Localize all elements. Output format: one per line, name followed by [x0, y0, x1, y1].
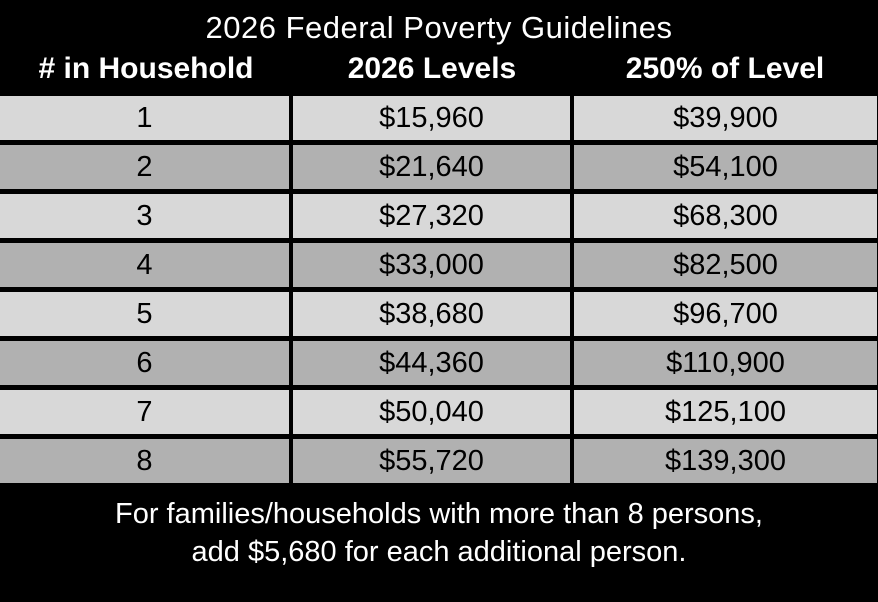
household-size-cell: 3	[0, 194, 289, 238]
table-row: 3 $27,320 $68,300	[0, 194, 878, 238]
level-cell: $38,680	[293, 292, 570, 336]
level-cell: $44,360	[293, 341, 570, 385]
household-size-cell: 1	[0, 96, 289, 140]
footnote-line-1: For families/households with more than 8…	[115, 498, 763, 530]
level-cell: $27,320	[293, 194, 570, 238]
table-footnote: For families/households with more than 8…	[0, 483, 878, 572]
column-header-250-percent: 250% of Level	[625, 52, 825, 85]
household-size-cell: 2	[0, 145, 289, 189]
level-cell: $50,040	[293, 390, 570, 434]
table-header-row: # in Household 2026 Levels 250% of Level	[0, 50, 878, 96]
household-size-cell: 8	[0, 439, 289, 483]
footnote-line-2: add $5,680 for each additional person.	[191, 536, 687, 569]
percent-level-cell: $139,300	[574, 439, 877, 483]
table-row: 4 $33,000 $82,500	[0, 243, 878, 287]
percent-level-cell: $110,900	[574, 341, 877, 385]
level-cell: $15,960	[293, 96, 570, 140]
percent-level-cell: $39,900	[574, 96, 877, 140]
level-cell: $55,720	[293, 439, 570, 483]
level-cell: $21,640	[293, 145, 570, 189]
percent-level-cell: $68,300	[574, 194, 877, 238]
column-header-2026-levels: 2026 Levels	[347, 52, 517, 85]
table-row: 1 $15,960 $39,900	[0, 96, 878, 140]
household-size-cell: 7	[0, 390, 289, 434]
percent-level-cell: $54,100	[574, 145, 877, 189]
household-size-cell: 6	[0, 341, 289, 385]
table-row: 2 $21,640 $54,100	[0, 145, 878, 189]
table-row: 7 $50,040 $125,100	[0, 390, 878, 434]
level-cell: $33,000	[293, 243, 570, 287]
column-header-household: # in Household	[38, 52, 254, 85]
table-row: 6 $44,360 $110,900	[0, 341, 878, 385]
page-title: 2026 Federal Poverty Guidelines	[205, 10, 673, 45]
household-size-cell: 5	[0, 292, 289, 336]
table-row: 8 $55,720 $139,300	[0, 439, 878, 483]
percent-level-cell: $125,100	[574, 390, 877, 434]
household-size-cell: 4	[0, 243, 289, 287]
percent-level-cell: $82,500	[574, 243, 877, 287]
table-row: 5 $38,680 $96,700	[0, 292, 878, 336]
poverty-guidelines-table: 1 $15,960 $39,900 2 $21,640 $54,100 3 $2…	[0, 96, 878, 483]
percent-level-cell: $96,700	[574, 292, 877, 336]
